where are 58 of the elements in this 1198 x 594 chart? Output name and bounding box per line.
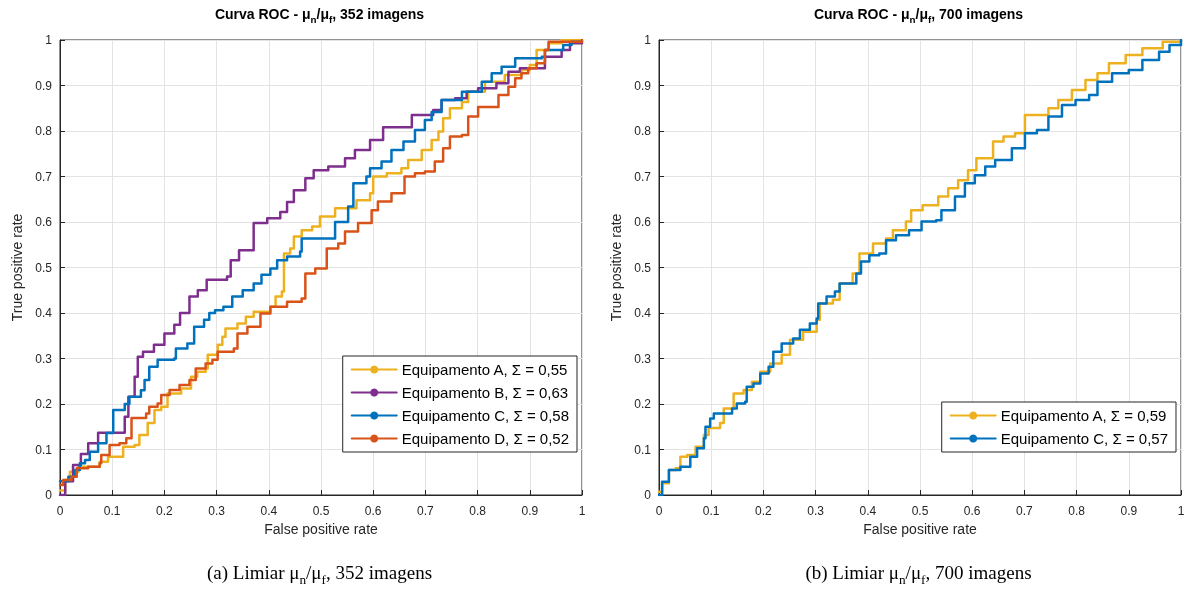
legend-label: Equipamento C, Σ = 0,57 xyxy=(1000,430,1168,447)
y-tick-label: 0.5 xyxy=(35,260,53,275)
y-tick-label: 0.2 xyxy=(634,397,652,411)
x-tick-label: 0.4 xyxy=(260,504,278,518)
y-tick-label: 0.4 xyxy=(35,306,53,320)
x-tick-label: 0.3 xyxy=(807,504,825,518)
y-axis-title: True positive rate xyxy=(608,213,624,322)
y-tick-label: 0.7 xyxy=(634,169,652,184)
chart-title: Curva ROC - μ$_{n}$/μ$_{f}$, 352 imagens xyxy=(213,6,426,25)
y-tick-label: 0.3 xyxy=(634,351,652,366)
legend-label: Equipamento A, Σ = 0,55 xyxy=(401,361,568,378)
legend-label: Equipamento D, Σ = 0,52 xyxy=(401,430,569,447)
x-tick-label: 0 xyxy=(655,504,663,518)
y-tick-label: 0.6 xyxy=(35,215,53,229)
x-tick-label: 0.1 xyxy=(702,504,720,518)
y-tick-label: 0.1 xyxy=(35,442,53,457)
x-tick-label: 0.2 xyxy=(156,504,174,518)
x-tick-label: 0.4 xyxy=(859,504,877,518)
y-tick-label: 1 xyxy=(644,33,652,47)
y-tick-label: 0.2 xyxy=(35,397,53,411)
x-tick-label: 0.9 xyxy=(1120,504,1138,518)
y-tick-label: 0.4 xyxy=(634,306,652,320)
x-tick-label: 0.8 xyxy=(469,504,487,518)
y-tick-label: 0.1 xyxy=(634,442,652,457)
y-tick-label: 0.8 xyxy=(634,124,652,138)
x-tick-label: 0.8 xyxy=(1068,504,1086,518)
legend-label: Equipamento C, Σ = 0,58 xyxy=(401,407,569,424)
x-tick-label: 0.6 xyxy=(364,504,382,518)
legend-label: Equipamento B, Σ = 0,63 xyxy=(401,384,569,401)
x-tick-label: 0 xyxy=(56,504,64,518)
x-tick-label: 0.2 xyxy=(755,504,773,518)
x-tick-label: 0.5 xyxy=(312,504,330,518)
x-tick-label: 0.7 xyxy=(1016,504,1034,518)
y-tick-label: 0.6 xyxy=(634,215,652,229)
x-tick-label: 0.6 xyxy=(963,504,981,518)
y-tick-label: 0 xyxy=(45,488,53,502)
y-axis-title: True positive rate xyxy=(9,213,25,322)
y-tick-label: 1 xyxy=(45,33,53,47)
y-tick-label: 0.8 xyxy=(35,124,53,138)
x-tick-label: 0.5 xyxy=(911,504,929,518)
legend-label: Equipamento A, Σ = 0,59 xyxy=(1000,407,1167,424)
x-tick-label: 0.9 xyxy=(521,504,539,518)
x-tick-label: 0.3 xyxy=(208,504,226,518)
y-tick-label: 0.9 xyxy=(634,78,652,93)
x-tick-label: 1 xyxy=(578,504,586,518)
chart-title: Curva ROC - μ$_{n}$/μ$_{f}$, 700 imagens xyxy=(812,6,1025,25)
y-tick-label: 0.5 xyxy=(634,260,652,275)
y-tick-label: 0 xyxy=(644,488,652,502)
y-tick-label: 0.7 xyxy=(35,169,53,184)
y-tick-label: 0.9 xyxy=(35,78,53,93)
x-axis-title: False positive rate xyxy=(863,520,978,537)
x-tick-label: 0.1 xyxy=(103,504,121,518)
y-tick-label: 0.3 xyxy=(35,351,53,366)
text: (a) Limiar μ$_{n}$/μ$_{f}$, 352 imagens xyxy=(205,562,434,588)
x-tick-label: 0.7 xyxy=(417,504,435,518)
x-axis-title: False positive rate xyxy=(264,520,379,537)
text: (b) Limiar μ$_{n}$/μ$_{f}$, 700 imagens xyxy=(804,562,1033,588)
x-tick-label: 1 xyxy=(1177,504,1185,518)
